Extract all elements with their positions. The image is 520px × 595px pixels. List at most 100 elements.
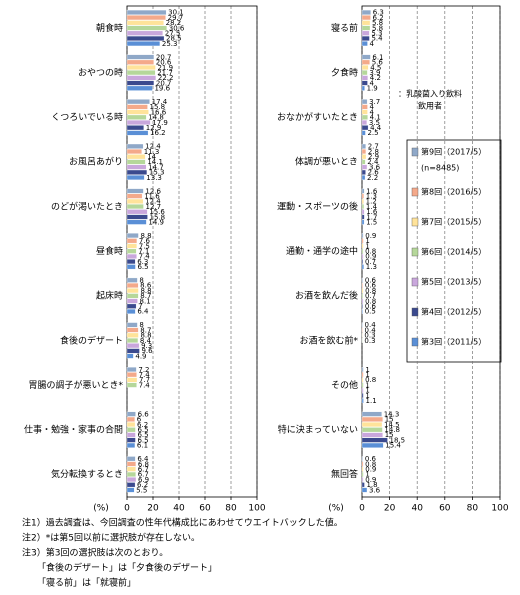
value-label: 16.6 (151, 108, 167, 116)
bar (126, 198, 144, 204)
bar (361, 282, 363, 288)
value-label: 8.7 (140, 326, 151, 334)
category-label: 気分転換するとき (51, 468, 123, 480)
bar (361, 293, 364, 299)
bar (126, 442, 136, 448)
value-label: 17.4 (152, 98, 168, 106)
category-label: その他 (331, 379, 358, 391)
bar (126, 343, 140, 349)
bar (126, 367, 137, 372)
value-label: 15.8 (150, 213, 166, 221)
value-label: 20.6 (156, 59, 172, 67)
bar (126, 372, 137, 378)
bar (361, 461, 364, 467)
bar (126, 471, 136, 477)
value-label: 0.8 (365, 287, 376, 295)
category-label: 仕事・勉強・家事の合間 (24, 424, 123, 436)
value-label: 21.9 (157, 64, 173, 72)
bar (361, 308, 363, 314)
value-label: 14.9 (148, 218, 164, 226)
bar (126, 288, 139, 294)
value-label: 2.5 (367, 129, 378, 137)
value-label: 2.9 (368, 153, 379, 161)
x-tick-label: 40 (411, 504, 423, 514)
value-label: 6.6 (138, 410, 150, 418)
bar (361, 219, 365, 225)
value-label: 8 (139, 321, 143, 329)
bar (126, 104, 148, 110)
value-label: 0.4 (365, 326, 377, 334)
value-label: 1.2 (366, 198, 377, 206)
note: 注2）*は第5回以前に選択肢が存在しない。 (22, 532, 200, 544)
value-label: 6.4 (137, 455, 149, 463)
bar (361, 54, 371, 60)
value-label: 4.5 (370, 64, 381, 72)
value-label: 4 (370, 79, 375, 87)
value-label: 4 (370, 108, 375, 116)
value-label: 30.1 (168, 9, 184, 17)
value-label: 7.4 (139, 381, 151, 389)
value-label: 0.9 (365, 465, 376, 473)
value-label: 2.2 (367, 174, 378, 182)
bar (361, 169, 366, 175)
bar (361, 264, 364, 270)
legend-label: 第6回（2014/5） (421, 247, 486, 257)
bar (361, 416, 383, 422)
bar (361, 214, 365, 220)
value-label: 14.8 (384, 426, 400, 434)
value-label: 6 (137, 416, 142, 424)
bar (361, 456, 363, 462)
bar (126, 282, 139, 288)
value-label: 12.9 (146, 124, 162, 132)
value-label: 18.5 (390, 436, 406, 444)
bar (361, 159, 366, 165)
value-label: 6.3 (373, 9, 384, 17)
bar (126, 214, 148, 220)
value-label: 9.3 (141, 342, 152, 350)
legend-label: 第3回（2011/5） (421, 337, 486, 347)
value-label: 1.6 (366, 187, 378, 195)
category-label: 特に決まっていない (278, 424, 358, 436)
note: 注1）過去調査は、今回調査の性年代構成比にあわせてウエイトバックした値。 (22, 517, 343, 529)
value-label: 7.4 (139, 371, 151, 379)
value-label: 28.5 (166, 35, 182, 43)
bar (361, 442, 384, 448)
value-label: 14.5 (384, 421, 400, 429)
value-label: 6.5 (137, 263, 148, 271)
bar (126, 114, 147, 120)
value-label: 1 (365, 366, 369, 374)
value-label: 1 (365, 371, 369, 379)
bar (126, 264, 136, 270)
bar (126, 125, 144, 131)
bar (361, 248, 364, 254)
legend-label: 第4回（2012/5） (421, 307, 486, 317)
bar (126, 35, 165, 41)
x-tick-label: 0 (359, 504, 365, 514)
bar (361, 398, 364, 404)
value-label: 4.9 (135, 352, 146, 360)
bar (126, 30, 163, 36)
bar (126, 149, 142, 154)
bar (361, 382, 364, 388)
value-label: 1 (365, 237, 369, 245)
value-label: 8.6 (140, 282, 152, 290)
x-axis-label: (%) (328, 504, 344, 514)
bar (361, 487, 368, 493)
value-label: 6.5 (137, 436, 148, 444)
value-label: 7.1 (138, 248, 149, 256)
category-label: のどが渇いたとき (51, 200, 123, 212)
value-label: 20.7 (156, 53, 172, 61)
bar (126, 477, 137, 483)
bar (361, 471, 364, 477)
bar (126, 54, 155, 60)
x-tick-label: 80 (467, 504, 479, 514)
bar (361, 277, 363, 283)
bar (126, 332, 139, 338)
bar (361, 204, 365, 210)
category-label: お酒を飲む前* (299, 334, 358, 346)
x-tick-label: 60 (199, 504, 211, 514)
category-label: くつろいでいる時 (51, 112, 123, 123)
value-label: 27.5 (165, 30, 181, 38)
x-tick-label: 20 (384, 504, 396, 514)
bar (361, 482, 365, 488)
